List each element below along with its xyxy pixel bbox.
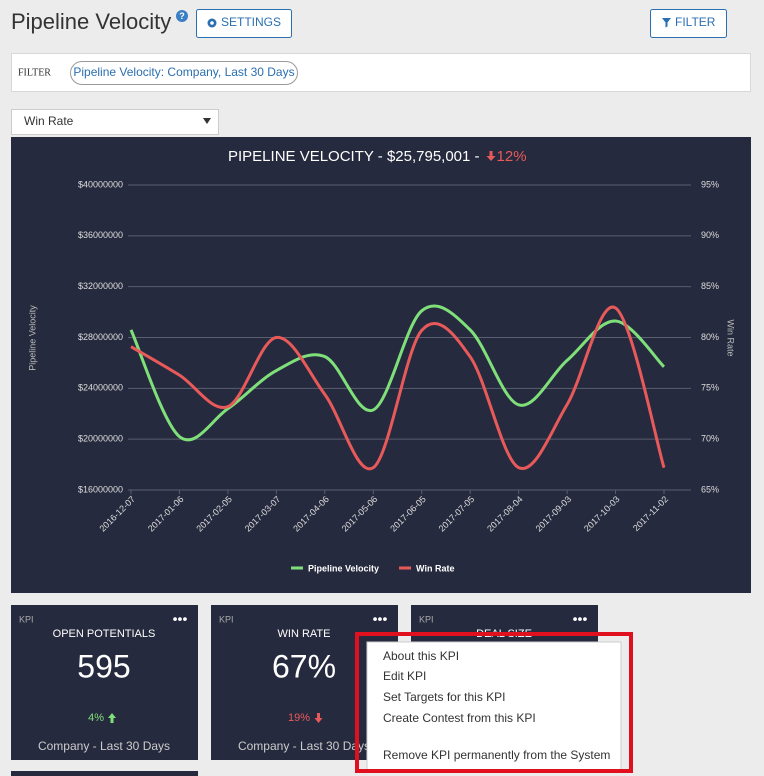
y2-tick-label: 85% (701, 281, 719, 291)
filter-chip[interactable] (70, 61, 298, 85)
chart-title: PIPELINE VELOCITY - $25,795,001 - (228, 148, 480, 165)
highlight-box (355, 632, 633, 773)
down-arrow (314, 713, 323, 723)
y2-tick-label: 80% (701, 332, 719, 342)
chart-change: 12% (497, 148, 527, 165)
kpi-menu[interactable]: ••• (573, 611, 588, 627)
kpi-menu[interactable]: ••• (173, 611, 188, 627)
change-arrow (486, 151, 496, 161)
up-arrow (108, 713, 116, 723)
kpi-value: 595 (77, 648, 130, 684)
menu-item[interactable]: Edit KPI (383, 669, 426, 683)
settings-button[interactable] (196, 9, 292, 38)
help-icon-glyph: ? (179, 11, 185, 21)
dropdown-caret (203, 118, 211, 124)
y2-axis-label: Win Rate (726, 319, 736, 356)
filter-bar (11, 53, 751, 92)
kpi-title: OPEN POTENTIALS (53, 628, 156, 640)
filter-icon (662, 18, 671, 28)
series-line (129, 304, 666, 442)
y2-tick-label: 70% (701, 434, 719, 444)
y2-tick-label: 75% (701, 383, 719, 393)
kpi-tag: KPI (219, 614, 234, 624)
filter-label: FILTER (675, 15, 716, 29)
legend-label: Pipeline Velocity (308, 563, 379, 573)
kpi-title: WIN RATE (278, 628, 331, 640)
kpi-change: 19% (288, 712, 310, 724)
y2-tick-label: 65% (701, 484, 719, 494)
page-title: Pipeline Velocity (11, 9, 171, 34)
menu-item[interactable]: Create Contest from this KPI (383, 711, 536, 725)
y-tick-label: $16000000 (78, 484, 123, 494)
chart-panel (11, 137, 751, 593)
gear-hole (210, 21, 214, 25)
menu-item[interactable]: Remove KPI permanently from the System (383, 748, 610, 762)
kpi-menu[interactable]: ••• (373, 611, 388, 627)
y-tick-label: $28000000 (78, 332, 123, 342)
y-tick-label: $24000000 (78, 383, 123, 393)
kpi-footer: Company - Last 30 Days (38, 739, 170, 753)
y2-tick-label: 90% (701, 230, 719, 240)
kpi-change: 4% (88, 712, 104, 724)
kpi-tag: KPI (419, 614, 434, 624)
filter-bar-label: FILTER (18, 67, 51, 78)
y-tick-label: $40000000 (78, 179, 123, 189)
y-tick-label: $20000000 (78, 434, 123, 444)
series-line (130, 305, 666, 471)
kpi-value: 67% (272, 648, 336, 684)
dropdown-value: Win Rate (24, 114, 74, 128)
y-tick-label: $36000000 (78, 230, 123, 240)
kpi-card-bg (11, 771, 198, 776)
help-icon[interactable] (176, 10, 188, 22)
kpi-card: KPI ••• OPEN POTENTIALS 595 4% Company -… (11, 605, 198, 760)
y2-tick-label: 95% (701, 179, 719, 189)
kpi-card-bg (11, 605, 198, 760)
menu-item[interactable]: About this KPI (383, 649, 459, 663)
settings-label: SETTINGS (221, 15, 281, 29)
context-menu (366, 641, 622, 771)
y-tick-label: $32000000 (78, 281, 123, 291)
metric-dropdown[interactable] (11, 109, 219, 135)
kpi-footer: Company - Last 30 Days (238, 739, 370, 753)
filter-button[interactable] (650, 9, 727, 38)
y-axis-label: Pipeline Velocity (27, 305, 37, 371)
legend-label: Win Rate (416, 563, 454, 573)
menu-item[interactable]: Set Targets for this KPI (383, 690, 506, 704)
filter-chip-label: Pipeline Velocity: Company, Last 30 Days (73, 65, 294, 79)
kpi-tag: KPI (19, 614, 34, 624)
